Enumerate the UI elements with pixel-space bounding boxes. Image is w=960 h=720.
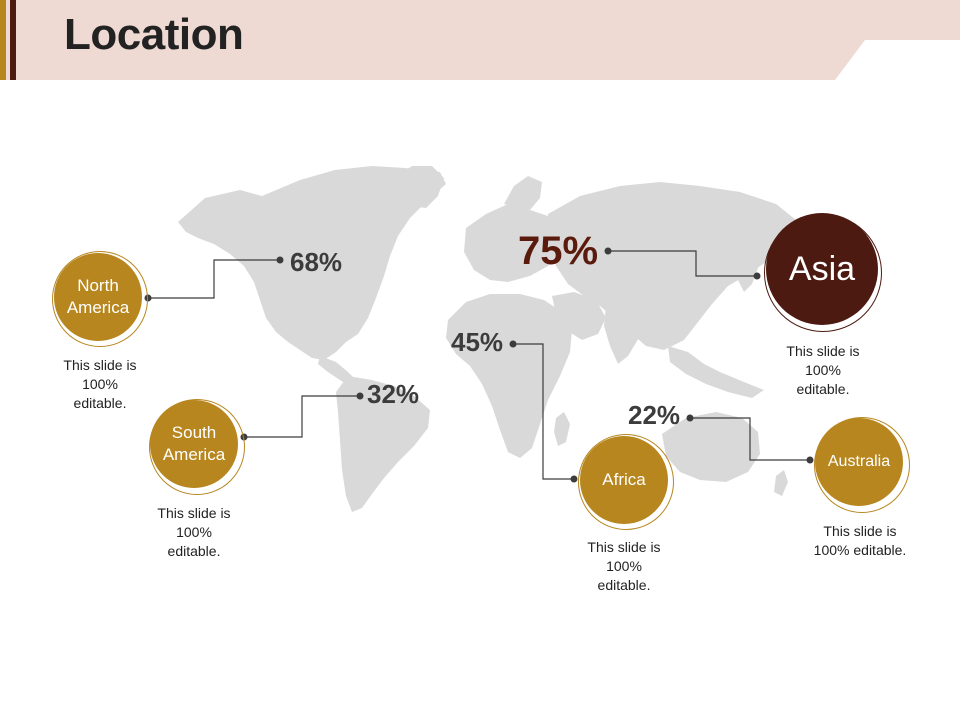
australia-note: This slide is 100% editable. — [813, 523, 907, 558]
asia-label: Asia — [788, 249, 856, 288]
north-america-circle: North America — [54, 253, 142, 341]
north-america-note: This slide is 100% editable. — [63, 357, 137, 411]
north-america-label: North America — [66, 276, 130, 317]
africa-note: This slide is 100% editable. — [587, 539, 661, 593]
australia-label: Australia — [827, 453, 891, 470]
africa-percent: 45% — [451, 327, 504, 357]
australia-ring — [814, 417, 910, 513]
asia-percent: 75% — [518, 229, 599, 273]
africa-ring — [578, 434, 674, 530]
asia-note: This slide is 100% editable. — [786, 343, 860, 397]
south-america-note: This slide is 100% editable. — [157, 505, 231, 559]
south-america-ring — [149, 399, 245, 495]
south-america-label: South America — [162, 423, 226, 464]
header-band — [0, 0, 960, 80]
page-title: Location — [64, 10, 244, 59]
africa-circle: Africa — [580, 436, 668, 524]
asia-circle: Asia — [766, 213, 878, 325]
africa-label: Africa — [602, 470, 646, 489]
north-america-ring — [52, 251, 148, 347]
south-america-circle: South America — [150, 400, 238, 488]
australia-circle: Australia — [815, 418, 903, 506]
australia-percent: 22% — [628, 400, 681, 430]
north-america-percent: 68% — [290, 247, 343, 277]
south-america-percent: 32% — [367, 379, 420, 409]
